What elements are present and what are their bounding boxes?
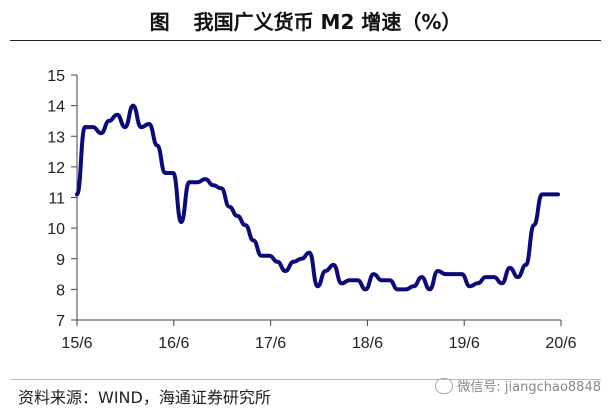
title-divider <box>10 40 601 41</box>
y-tick-label: 8 <box>56 282 65 299</box>
x-tick-label: 20/6 <box>545 335 576 352</box>
y-tick-label: 7 <box>56 313 65 330</box>
chart-title-bar: 图 我国广义货币 M2 增速（%） <box>0 4 611 36</box>
x-tick-label: 16/6 <box>158 335 189 352</box>
y-tick-label: 13 <box>47 129 65 146</box>
source-note: 资料来源：WIND，海通证券研究所 <box>18 388 271 407</box>
m2-growth-line-chart: 7 8 9 10 11 12 13 14 15 15/6 16/6 17/6 18/6 19/6 20/6 <box>47 68 576 352</box>
y-tick-label: 15 <box>47 68 65 85</box>
y-tick-label: 10 <box>47 221 65 238</box>
wechat-watermark: 微信号: jiangchao8848 <box>435 376 601 395</box>
source-divider <box>10 379 601 380</box>
y-tick-label: 9 <box>56 252 65 269</box>
x-tick-label: 18/6 <box>352 335 383 352</box>
x-tick-label: 15/6 <box>61 335 92 352</box>
x-tick-label: 17/6 <box>255 335 286 352</box>
y-tick-label: 14 <box>47 99 65 116</box>
series-line <box>75 103 560 292</box>
x-tick-label: 19/6 <box>449 335 480 352</box>
wechat-icon <box>435 377 454 394</box>
y-tick-label: 11 <box>48 191 65 208</box>
axes: 7 8 9 10 11 12 13 14 15 15/6 16/6 17/6 18/6 19/6 20/6 <box>47 68 576 352</box>
chart-title: 我国广义货币 M2 增速（%） <box>193 9 462 34</box>
y-tick-label: 12 <box>47 160 65 177</box>
plot-area <box>75 103 560 292</box>
figure-label: 图 <box>149 9 170 34</box>
watermark-text: 微信号: jiangchao8848 <box>457 380 601 395</box>
